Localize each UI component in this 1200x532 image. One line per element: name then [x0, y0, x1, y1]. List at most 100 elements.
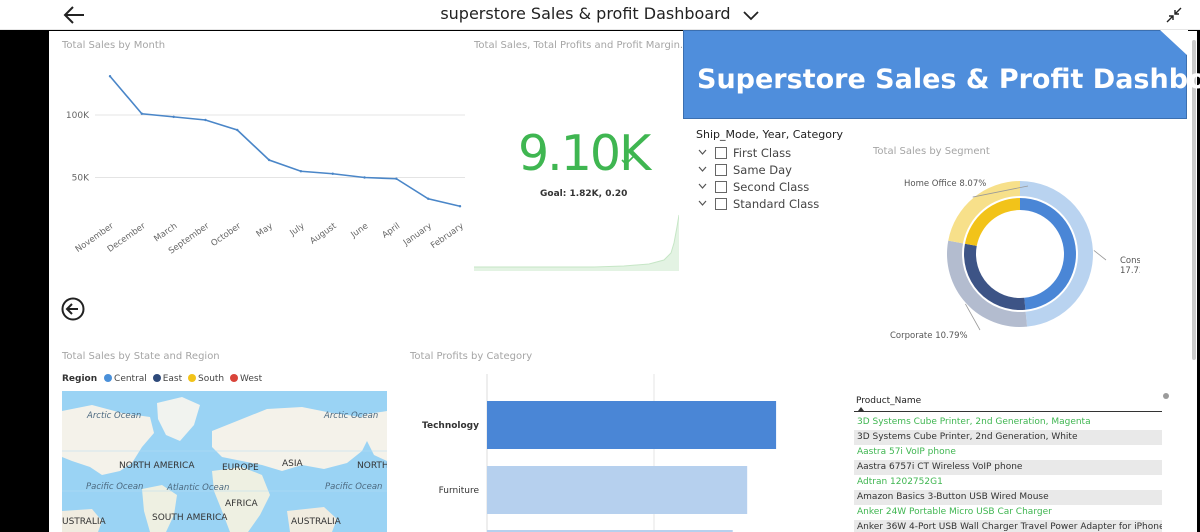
- slicer-item-label: Standard Class: [733, 197, 820, 211]
- category-label: Furniture: [439, 486, 480, 496]
- column-header-product-name[interactable]: Product_Name: [856, 396, 922, 406]
- back-arrow-icon[interactable]: [62, 4, 86, 26]
- kpi-goal: Goal: 1.82K, 0.20: [540, 189, 628, 199]
- x-tick-label: March: [152, 221, 179, 244]
- y-tick-label: 100K: [66, 111, 90, 121]
- donut-slice-outer[interactable]: [947, 240, 1028, 327]
- table-row[interactable]: Aastra 6757i CT Wireless VoIP phone: [854, 460, 1162, 475]
- x-tick-label: June: [349, 221, 371, 240]
- leader-line: [965, 303, 981, 331]
- data-point[interactable]: [236, 128, 239, 132]
- checkbox[interactable]: [715, 198, 727, 210]
- collapse-icon[interactable]: [1165, 6, 1183, 24]
- slice-label: Consumer17.73%: [1120, 256, 1140, 276]
- chevron-down-icon: [743, 10, 759, 20]
- donut-slice[interactable]: [964, 243, 1026, 310]
- slicer-title: Ship_Mode, Year, Category: [696, 128, 843, 141]
- table-row[interactable]: 3D Systems Cube Printer, 2nd Generation,…: [854, 430, 1162, 445]
- data-point[interactable]: [395, 177, 398, 180]
- table-row[interactable]: Anker 36W 4-Port USB Wall Charger Travel…: [854, 520, 1162, 532]
- table-row[interactable]: 3D Systems Cube Printer, 2nd Generation,…: [854, 415, 1162, 430]
- profits-by-category-chart[interactable]: Technology Furniture: [405, 372, 820, 532]
- kpi-trend-sparkline: [474, 214, 679, 271]
- map-label-australia: USTRALIA: [62, 517, 106, 527]
- data-point[interactable]: [299, 170, 303, 173]
- series-line[interactable]: [109, 75, 461, 208]
- product-name-cell: Amazon Basics 3-Button USB Wired Mouse: [857, 492, 1049, 502]
- bar[interactable]: [487, 466, 748, 514]
- banner-title: Superstore Sales & Profit Dashboard: [697, 64, 1200, 95]
- product-table[interactable]: Product_Name 3D Systems Cube Printer, 2n…: [852, 392, 1163, 532]
- slice-label: Home Office 8.07%: [904, 179, 986, 189]
- chevron-down-icon[interactable]: [698, 183, 707, 190]
- data-point[interactable]: [458, 205, 462, 208]
- table-row[interactable]: Anker 24W Portable Micro USB Car Charger: [854, 505, 1162, 520]
- product-name-cell: 3D Systems Cube Printer, 2nd Generation,…: [857, 432, 1078, 442]
- map-label-asia: ASIA: [282, 459, 303, 469]
- y-tick-label: 50K: [72, 174, 90, 184]
- sort-ascending-icon[interactable]: [858, 407, 864, 411]
- table-row[interactable]: Aastra 57i VoIP phone: [854, 445, 1162, 460]
- map-label-europe: EUROPE: [222, 463, 259, 473]
- checkbox[interactable]: [715, 164, 727, 176]
- legend-title: Region: [62, 374, 98, 384]
- table-row[interactable]: Adtran 1202752G1: [854, 475, 1162, 490]
- sales-by-segment-chart[interactable]: Consumer17.73% Corporate 10.79% Home Offic…: [880, 170, 1140, 350]
- data-point[interactable]: [426, 197, 430, 200]
- legend-item-central[interactable]: Central: [104, 374, 147, 384]
- state-region-title: Total Sales by State and Region: [62, 351, 220, 362]
- bar-partial: [487, 530, 733, 532]
- map-label-pacific-ocean: Pacific Ocean: [86, 482, 144, 492]
- data-point[interactable]: [140, 112, 144, 115]
- donut-slice[interactable]: [1020, 198, 1076, 310]
- data-point[interactable]: [204, 118, 207, 122]
- product-name-cell: 3D Systems Cube Printer, 2nd Generation,…: [857, 417, 1091, 427]
- vertical-scrollbar[interactable]: [1192, 40, 1196, 360]
- donut-slice[interactable]: [964, 198, 1020, 246]
- table-scroll-indicator[interactable]: [1163, 393, 1169, 399]
- top-bar: superstore Sales & profit Dashboard: [0, 0, 1200, 30]
- segment-title: Total Sales by Segment: [873, 146, 990, 157]
- report-title-dropdown[interactable]: superstore Sales & profit Dashboard: [0, 4, 1200, 23]
- report-title: superstore Sales & profit Dashboard: [440, 4, 731, 23]
- legend-item-east[interactable]: East: [152, 374, 183, 384]
- back-circle-button[interactable]: [61, 297, 85, 321]
- legend-dot: [104, 374, 113, 382]
- legend-dot: [187, 374, 196, 382]
- world-map[interactable]: Arctic Ocean Arctic Ocean NORTH AMERICA …: [62, 391, 387, 532]
- legend-label: East: [162, 374, 183, 384]
- bar[interactable]: [487, 401, 777, 449]
- legend-item-west[interactable]: West: [230, 374, 262, 384]
- data-point[interactable]: [108, 75, 112, 78]
- map-label-arctic-ocean: Arctic Ocean: [324, 411, 379, 421]
- banner-corner-fold: [1160, 30, 1188, 56]
- checkbox[interactable]: [715, 181, 727, 193]
- donut-slice-outer[interactable]: [948, 181, 1020, 244]
- profits-category-title: Total Profits by Category: [410, 351, 533, 362]
- slicer-item-label: Second Class: [733, 180, 810, 194]
- product-name-cell: Anker 24W Portable Micro USB Car Charger: [857, 507, 1052, 517]
- x-tick-label: May: [255, 221, 275, 239]
- data-point[interactable]: [172, 115, 175, 119]
- donut-slice-outer[interactable]: [1020, 181, 1093, 327]
- chevron-down-icon[interactable]: [698, 200, 707, 207]
- slice-label-name: Consumer: [1120, 256, 1140, 266]
- legend-label: West: [240, 374, 263, 384]
- checkbox[interactable]: [715, 147, 727, 159]
- legend-item-south[interactable]: South: [187, 374, 224, 384]
- header-divider: [854, 411, 1162, 412]
- chevron-down-icon[interactable]: [698, 166, 707, 173]
- legend-dot: [152, 374, 161, 382]
- data-point[interactable]: [267, 158, 271, 162]
- data-point[interactable]: [363, 176, 366, 179]
- map-label-arctic-ocean: Arctic Ocean: [87, 411, 142, 421]
- chevron-down-icon[interactable]: [698, 149, 707, 156]
- table-row[interactable]: Amazon Basics 3-Button USB Wired Mouse: [854, 490, 1162, 505]
- map-label-north-america: NORTH AMERICA: [119, 461, 195, 471]
- data-point[interactable]: [331, 172, 334, 175]
- kpi-title: Total Sales, Total Profits and Profit Ma…: [474, 40, 690, 51]
- product-name-cell: Adtran 1202752G1: [857, 477, 943, 487]
- x-tick-label: January: [401, 221, 434, 248]
